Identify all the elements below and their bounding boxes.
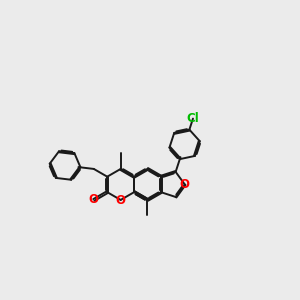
Text: Cl: Cl	[187, 112, 199, 125]
Text: O: O	[180, 178, 190, 191]
Text: O: O	[116, 194, 126, 207]
Text: O: O	[89, 194, 99, 206]
